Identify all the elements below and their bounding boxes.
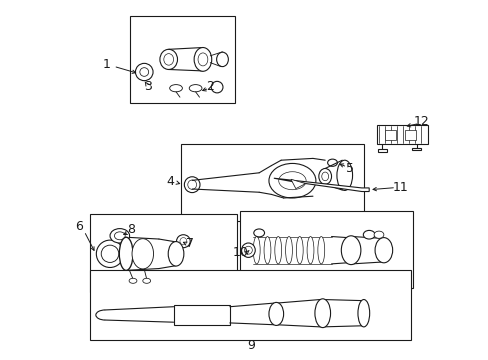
Ellipse shape — [253, 237, 260, 264]
Ellipse shape — [241, 243, 255, 257]
Ellipse shape — [132, 239, 153, 269]
Ellipse shape — [129, 278, 137, 283]
Polygon shape — [273, 178, 368, 192]
Text: 2: 2 — [206, 80, 214, 93]
Text: 6: 6 — [75, 220, 83, 233]
Ellipse shape — [187, 180, 196, 189]
Ellipse shape — [189, 85, 202, 92]
Ellipse shape — [142, 278, 150, 283]
Bar — [376, 125, 427, 144]
Ellipse shape — [114, 232, 125, 240]
Ellipse shape — [278, 172, 305, 190]
Ellipse shape — [274, 237, 281, 264]
Ellipse shape — [264, 237, 270, 264]
Bar — [239, 211, 412, 288]
Text: 5: 5 — [346, 162, 353, 175]
Ellipse shape — [357, 300, 369, 327]
Ellipse shape — [216, 52, 228, 67]
Ellipse shape — [336, 160, 352, 190]
Bar — [404, 130, 415, 140]
Ellipse shape — [314, 299, 330, 328]
Bar — [181, 144, 364, 221]
Ellipse shape — [253, 229, 264, 237]
Text: 9: 9 — [247, 339, 255, 352]
Ellipse shape — [135, 63, 153, 81]
Polygon shape — [290, 179, 305, 189]
Text: 12: 12 — [413, 115, 428, 128]
Ellipse shape — [119, 237, 133, 270]
Text: 10: 10 — [233, 246, 248, 259]
Ellipse shape — [211, 81, 223, 93]
Bar — [90, 214, 237, 292]
Text: 4: 4 — [166, 175, 174, 188]
Ellipse shape — [374, 238, 392, 263]
Ellipse shape — [285, 237, 292, 264]
Ellipse shape — [101, 245, 119, 262]
Text: 1: 1 — [102, 58, 110, 71]
Bar — [378, 149, 386, 152]
Text: 8: 8 — [127, 223, 135, 236]
Text: 7: 7 — [185, 237, 193, 250]
Ellipse shape — [168, 242, 183, 266]
Ellipse shape — [96, 240, 123, 267]
Ellipse shape — [268, 163, 315, 198]
Bar — [90, 270, 410, 340]
Ellipse shape — [169, 85, 182, 92]
Ellipse shape — [318, 168, 331, 184]
Text: 3: 3 — [143, 80, 151, 93]
Bar — [173, 305, 229, 325]
Ellipse shape — [268, 302, 283, 325]
Ellipse shape — [363, 230, 374, 239]
Ellipse shape — [306, 237, 313, 264]
Bar — [129, 16, 234, 103]
Ellipse shape — [244, 246, 252, 254]
Ellipse shape — [160, 49, 177, 69]
Ellipse shape — [327, 159, 337, 166]
Ellipse shape — [198, 53, 207, 66]
Ellipse shape — [341, 236, 360, 265]
Ellipse shape — [176, 235, 190, 248]
Ellipse shape — [163, 54, 173, 65]
Bar — [385, 130, 395, 140]
Ellipse shape — [317, 237, 324, 264]
Ellipse shape — [140, 68, 148, 76]
Bar — [411, 148, 420, 150]
Ellipse shape — [184, 177, 200, 193]
Ellipse shape — [321, 172, 328, 181]
Ellipse shape — [180, 238, 186, 245]
Text: 11: 11 — [392, 181, 408, 194]
Ellipse shape — [373, 231, 383, 238]
Ellipse shape — [296, 237, 303, 264]
Ellipse shape — [194, 48, 211, 71]
Ellipse shape — [110, 229, 129, 243]
